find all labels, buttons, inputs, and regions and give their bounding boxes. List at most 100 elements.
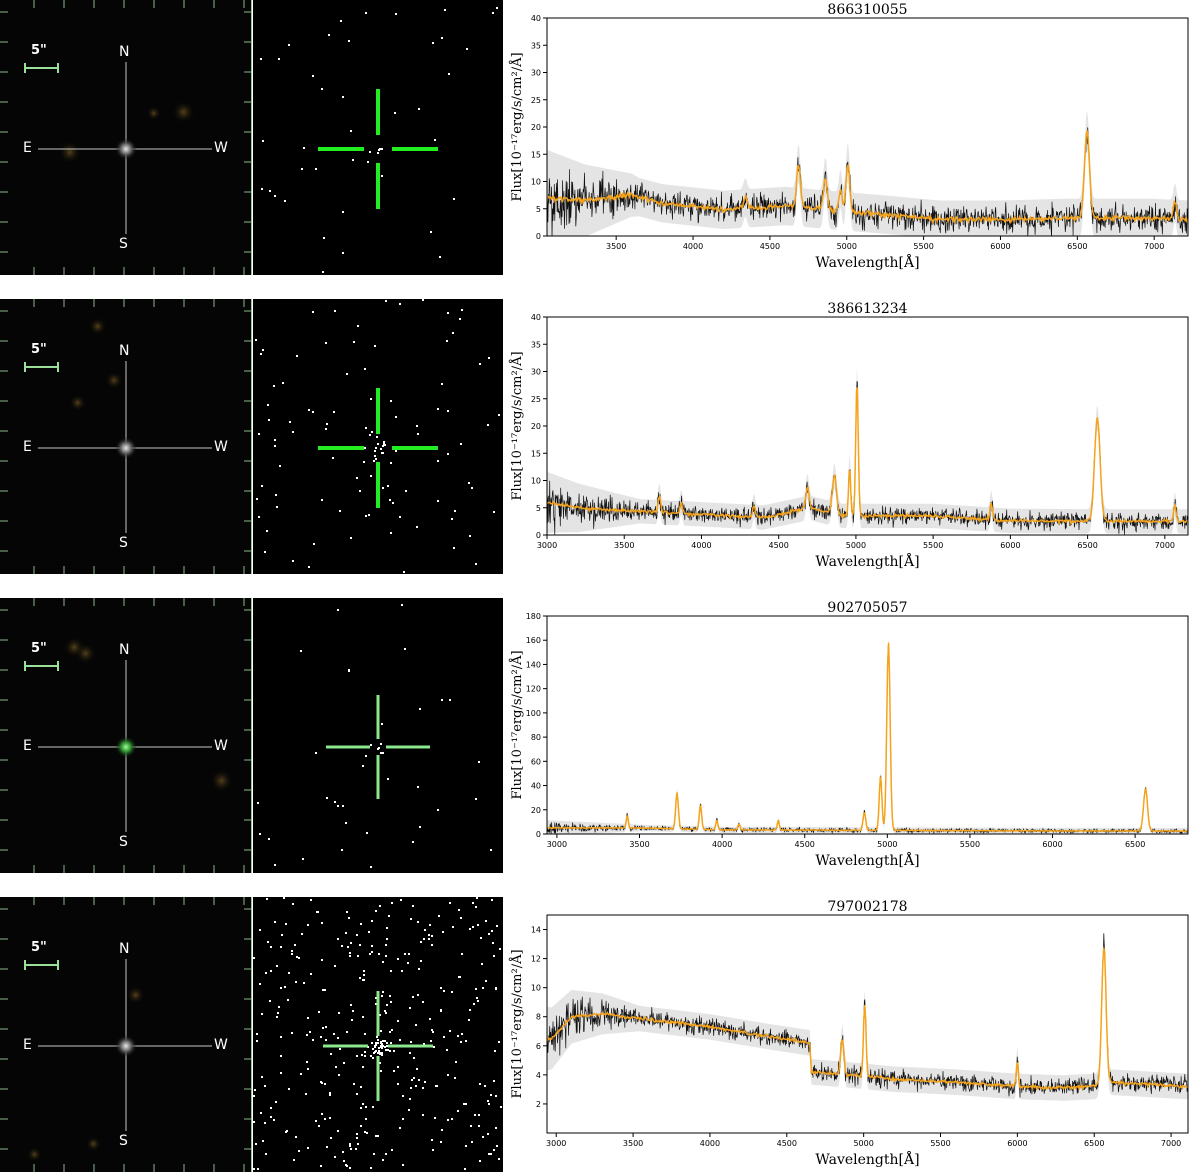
photon-pixel (391, 902, 393, 904)
photon-pixel (493, 1080, 495, 1082)
x-axis-label: Wavelength[Å] (815, 851, 919, 869)
photon-pixel (356, 1133, 358, 1135)
photon-pixel (412, 905, 414, 907)
y-tick-label: 30 (531, 69, 541, 78)
source-pixel (372, 1048, 374, 1050)
source-pixel (395, 450, 397, 452)
photon-pixel (283, 897, 285, 899)
source-pixel (371, 431, 373, 433)
photon-pixel (422, 1087, 424, 1089)
photon-pixel (254, 1089, 256, 1091)
photon-pixel (345, 1164, 347, 1166)
x-tick-label: 4000 (691, 541, 711, 550)
photon-pixel (312, 311, 314, 313)
photon-pixel (262, 140, 264, 142)
scale-label: 5" (31, 641, 47, 656)
field-source (58, 140, 82, 164)
photon-pixel (257, 1168, 259, 1170)
photon-pixel (367, 161, 369, 163)
photon-pixel (308, 409, 310, 411)
photon-pixel (394, 112, 396, 114)
photon-pixel (429, 924, 431, 926)
source-pixel (380, 1041, 382, 1043)
photon-pixel (477, 924, 479, 926)
photon-pixel (270, 946, 272, 948)
photon-pixel (301, 168, 303, 170)
photon-pixel (465, 1103, 467, 1105)
photon-pixel (349, 1143, 351, 1145)
photon-pixel (485, 980, 487, 982)
photon-pixel (395, 13, 397, 15)
photon-pixel (373, 1153, 375, 1155)
photon-pixel (341, 849, 343, 851)
photon-pixel (410, 1087, 412, 1089)
photon-pixel (281, 934, 283, 936)
y-tick-label: 4 (536, 1071, 541, 1080)
photon-pixel (343, 1062, 345, 1064)
photon-pixel (312, 411, 314, 413)
y-axis-label: Flux[10⁻¹⁷erg/s/cm²/Å] (509, 351, 525, 500)
y-tick-label: 14 (531, 926, 541, 935)
photon-pixel (453, 547, 455, 549)
x-tick-label: 7000 (1155, 541, 1175, 550)
photon-pixel (348, 40, 350, 42)
photon-pixel (480, 937, 482, 939)
photon-pixel (466, 48, 468, 50)
photon-pixel (312, 1039, 314, 1041)
source-pixel (376, 436, 378, 438)
photon-pixel (255, 339, 257, 341)
photon-pixel (487, 1133, 489, 1135)
x-tick-label: 5000 (877, 840, 897, 849)
chart-title: 866310055 (827, 2, 907, 18)
photon-pixel (359, 944, 361, 946)
photon-pixel (312, 75, 314, 77)
photon-pixel (288, 972, 290, 974)
photon-pixel (375, 1135, 377, 1137)
photon-pixel (370, 398, 372, 400)
spectrum-chart: 3000 3500 4000 4500 5000 5500 6000 6500 0 20 40 60 8… (505, 598, 1200, 873)
photon-pixel (472, 926, 474, 928)
photon-pixel (454, 1077, 456, 1079)
photon-pixel (353, 1083, 355, 1085)
source-pixel (381, 1043, 383, 1045)
photon-pixel (366, 832, 368, 834)
photon-pixel (303, 982, 305, 984)
photon-pixel (269, 1000, 271, 1002)
photon-pixel (429, 1018, 431, 1020)
photon-pixel (419, 826, 421, 828)
photon-pixel (266, 898, 268, 900)
photon-pixel (440, 1010, 442, 1012)
spectrum-chart: 3000 3500 4000 4500 5000 5500 6000 6500 7000 0 5 10… (505, 299, 1200, 574)
optical-image: 5" N S E W (0, 299, 252, 574)
photon-pixel (291, 950, 293, 952)
field-source (146, 106, 161, 121)
y-tick-label: 25 (531, 96, 541, 105)
photon-pixel (422, 299, 424, 301)
photon-pixel (399, 303, 401, 305)
photon-pixel (370, 1167, 372, 1169)
photon-pixel (449, 902, 451, 904)
photon-pixel (469, 535, 471, 537)
photon-pixel (365, 1118, 367, 1120)
photon-pixel (461, 1033, 463, 1035)
photon-pixel (329, 1094, 331, 1096)
photon-pixel (357, 325, 359, 327)
photon-pixel (488, 933, 490, 935)
photon-pixel (399, 1127, 401, 1129)
photon-pixel (375, 1003, 377, 1005)
photon-pixel (409, 1098, 411, 1100)
photon-pixel (451, 518, 453, 520)
photon-pixel (475, 906, 477, 908)
photon-pixel (392, 502, 394, 504)
y-tick-label: 40 (531, 782, 541, 791)
field-source (88, 317, 107, 336)
x-tick-label: 5000 (846, 541, 866, 550)
photon-pixel (384, 1010, 386, 1012)
photon-pixel (493, 511, 495, 513)
photon-pixel (323, 237, 325, 239)
x-tick-label: 3500 (606, 242, 626, 251)
photon-pixel (478, 1125, 480, 1127)
photon-pixel (371, 945, 373, 947)
photon-pixel (418, 108, 420, 110)
photon-pixel (471, 1141, 473, 1143)
